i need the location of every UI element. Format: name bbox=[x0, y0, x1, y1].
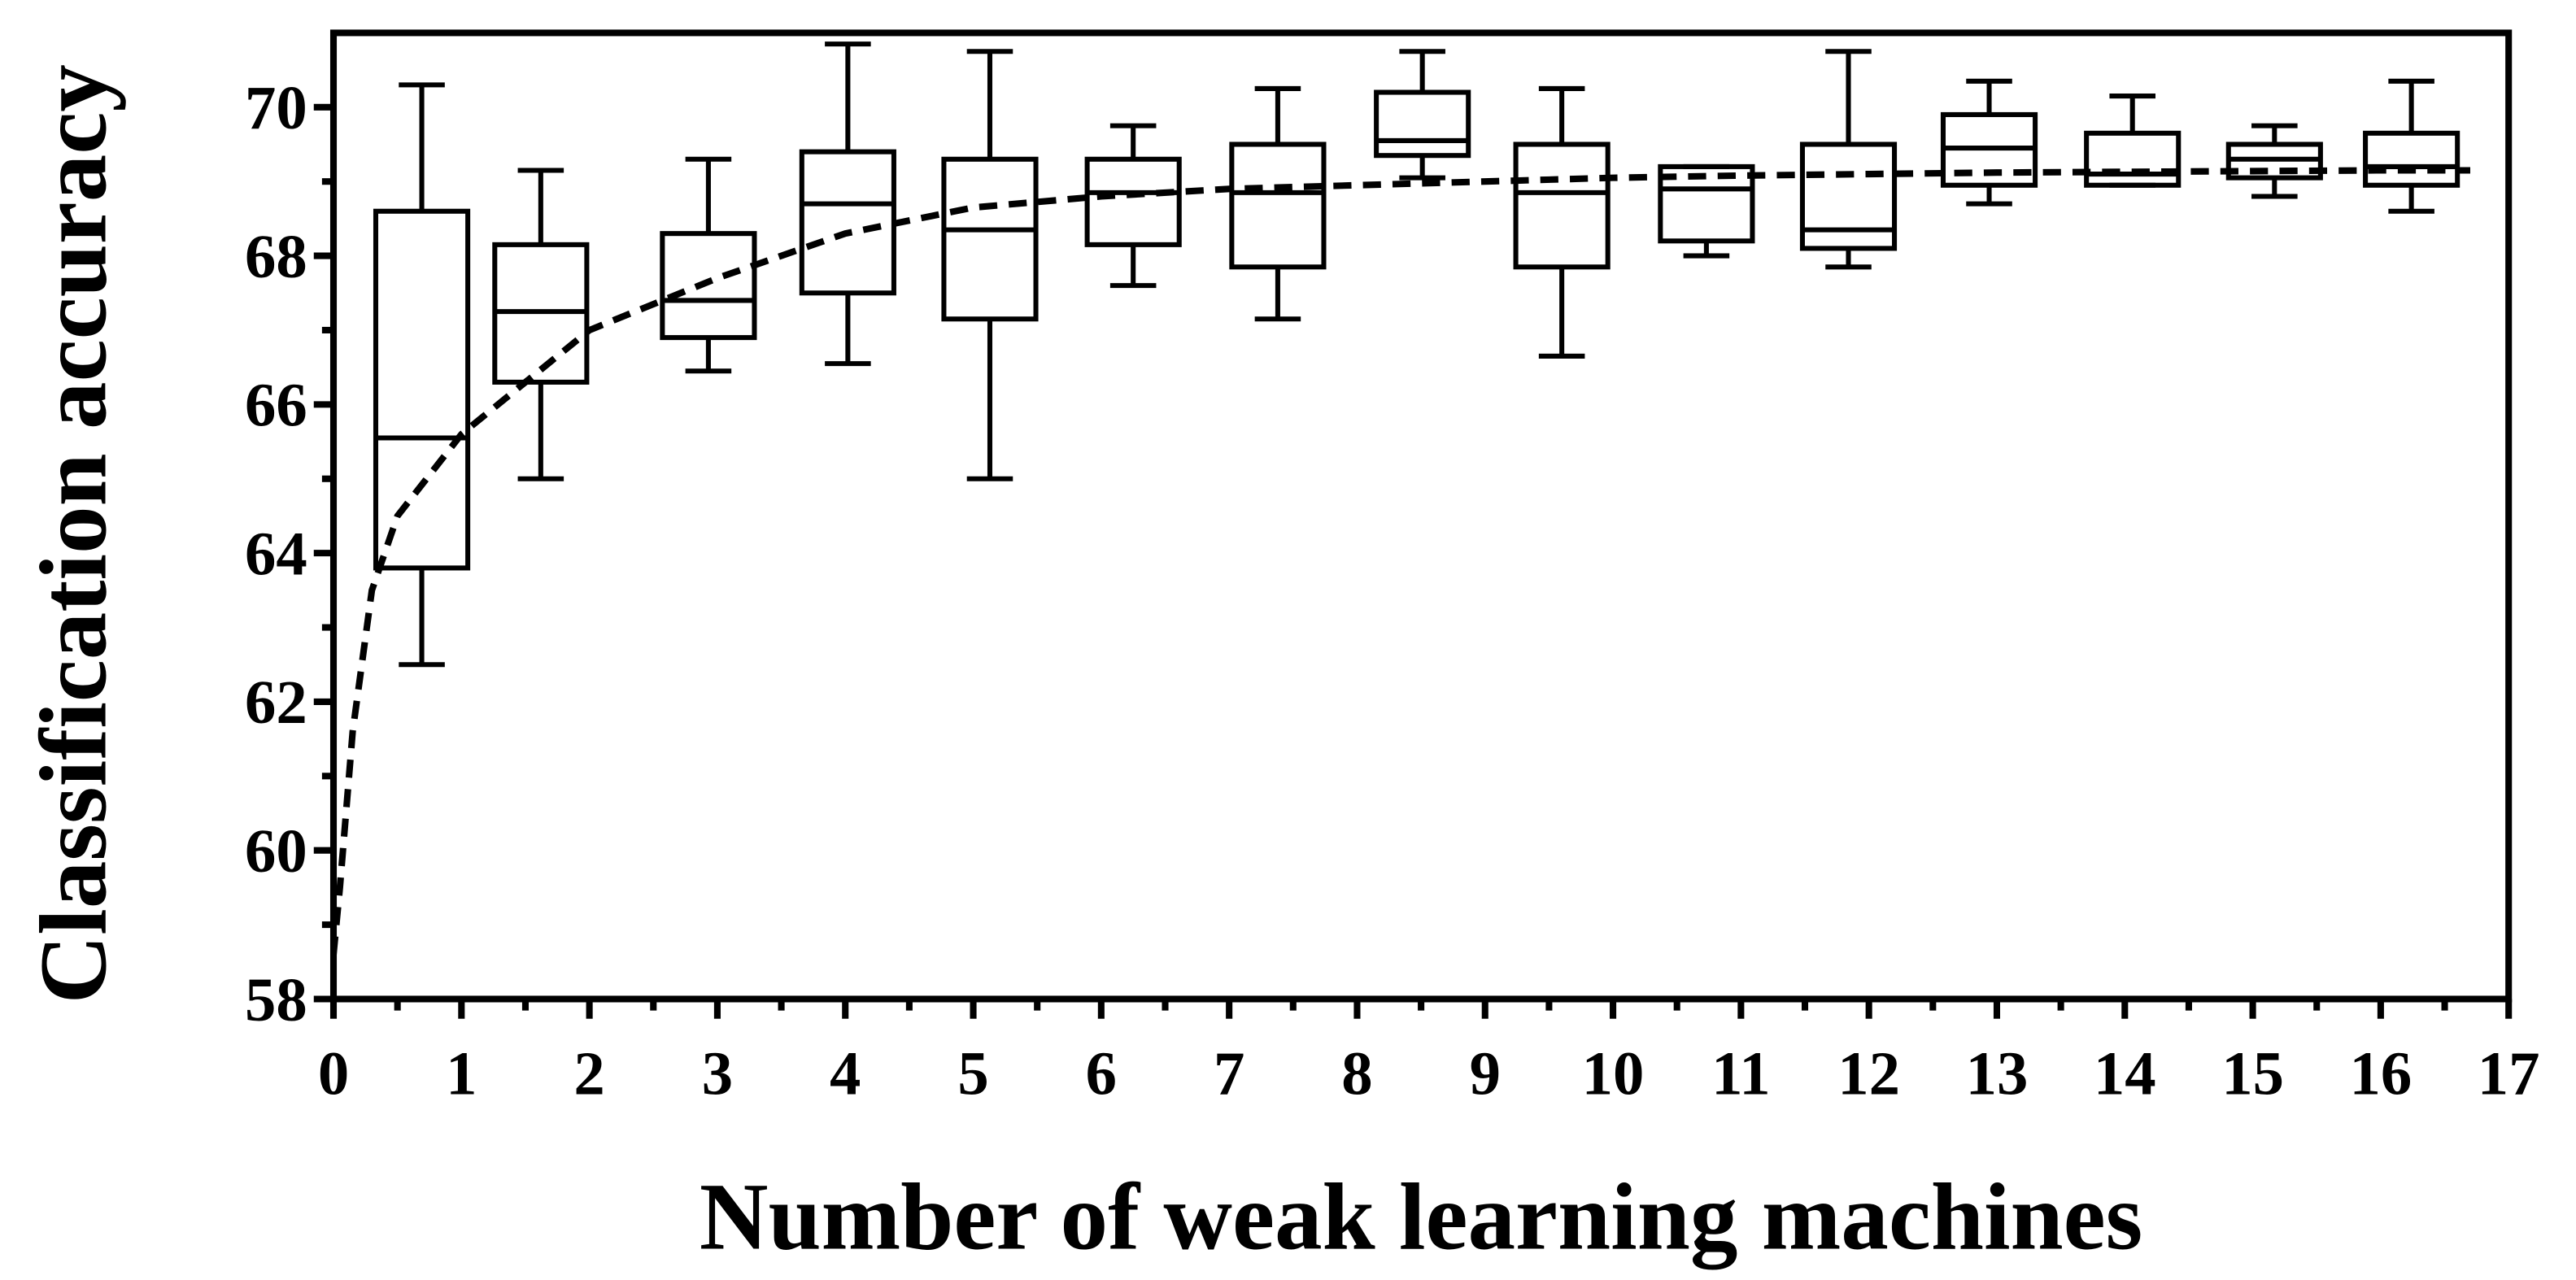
x-tick-label: 7 bbox=[1214, 1039, 1244, 1108]
y-axis-title: Classification accuracy bbox=[21, 64, 126, 1004]
x-axis-title: Number of weak learning machines bbox=[700, 1165, 2142, 1270]
box bbox=[660, 231, 757, 341]
x-tick-label: 15 bbox=[2221, 1039, 2284, 1108]
x-tick-label: 9 bbox=[1470, 1039, 1501, 1108]
box bbox=[799, 149, 896, 296]
y-tick-label: 64 bbox=[245, 519, 307, 588]
y-tick-label: 68 bbox=[245, 222, 307, 291]
trend-line bbox=[329, 167, 2471, 956]
x-tick-label: 14 bbox=[2094, 1039, 2156, 1108]
y-tick-label: 66 bbox=[245, 371, 307, 440]
x-tick-label: 11 bbox=[1711, 1039, 1771, 1108]
box bbox=[2363, 130, 2460, 188]
box bbox=[2084, 130, 2182, 188]
box bbox=[941, 156, 1039, 322]
x-tick-label: 16 bbox=[2350, 1039, 2413, 1108]
box bbox=[1084, 156, 1182, 247]
y-tick-label: 60 bbox=[245, 816, 307, 886]
x-tick-label: 17 bbox=[2478, 1039, 2540, 1108]
box bbox=[1374, 89, 1471, 159]
x-tick-label: 1 bbox=[446, 1039, 477, 1108]
x-tick-label: 13 bbox=[1966, 1039, 2029, 1108]
y-tick-label: 62 bbox=[245, 668, 307, 737]
x-tick-label: 8 bbox=[1341, 1039, 1372, 1108]
x-tick-label: 3 bbox=[702, 1039, 733, 1108]
box bbox=[1658, 163, 1755, 244]
x-tick-label: 4 bbox=[830, 1039, 861, 1108]
y-tick-label: 70 bbox=[245, 73, 307, 142]
box bbox=[373, 208, 471, 571]
y-tick-label: 58 bbox=[245, 965, 307, 1034]
box bbox=[1799, 141, 1898, 251]
x-tick-label: 0 bbox=[318, 1039, 349, 1108]
x-tick-label: 6 bbox=[1086, 1039, 1117, 1108]
x-tick-label: 10 bbox=[1582, 1039, 1645, 1108]
box bbox=[1513, 141, 1611, 270]
x-tick-label: 2 bbox=[573, 1039, 604, 1108]
x-tick-label: 5 bbox=[957, 1039, 988, 1108]
box bbox=[1229, 141, 1327, 270]
x-tick-label: 12 bbox=[1837, 1039, 1900, 1108]
